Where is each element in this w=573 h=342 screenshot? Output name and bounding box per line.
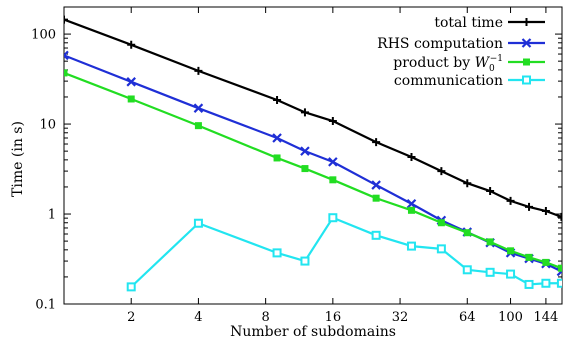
data-point: [522, 75, 531, 85]
data-point: [273, 154, 281, 162]
data-point: [556, 278, 562, 288]
data-point: [462, 265, 472, 275]
data-point: [64, 15, 68, 24]
legend-item: communication: [394, 73, 545, 89]
data-point: [485, 267, 495, 277]
data-point: [194, 122, 202, 130]
legend-label: total time: [434, 15, 503, 31]
data-point: [194, 66, 203, 75]
data-point: [300, 108, 309, 117]
legend-label: product by W0−1: [393, 54, 503, 74]
data-point: [329, 176, 337, 184]
x-tick-label: 8: [261, 310, 269, 325]
data-point: [463, 179, 472, 188]
data-point: [372, 194, 380, 202]
data-point: [507, 247, 515, 255]
data-point: [193, 218, 203, 228]
x-tick-label: 64: [459, 310, 476, 325]
data-point: [522, 18, 531, 26]
y-tick-label: 0.1: [35, 298, 56, 313]
x-tick-label: 2: [127, 310, 135, 325]
data-point: [193, 103, 204, 113]
legend-item: total time: [434, 15, 545, 31]
data-point: [328, 213, 338, 223]
x-axis-label: Number of subdomains: [230, 324, 396, 340]
data-point: [437, 219, 445, 227]
series-communication: [126, 213, 562, 292]
data-point: [525, 202, 534, 211]
legend: total time RHS computation product by W0−1…: [377, 15, 545, 89]
data-point: [273, 96, 282, 105]
series-line: [130, 216, 562, 288]
data-point: [371, 180, 381, 190]
data-point: [328, 117, 337, 126]
plot-frame: [63, 6, 563, 305]
plot-area: [63, 6, 563, 305]
series-layer: [64, 15, 562, 292]
y-tick-label: 1: [48, 208, 56, 223]
x-tick-label: 100: [498, 310, 523, 325]
data-point: [372, 138, 381, 147]
data-point: [541, 207, 550, 216]
legend-label: RHS computation: [377, 36, 503, 52]
axis-ticks: 2 4 8 16 32 64 100 144 0.1 1 10 100: [31, 6, 562, 325]
x-tick-label: 32: [392, 310, 409, 325]
data-point: [272, 248, 282, 258]
data-point: [506, 269, 516, 279]
data-point: [300, 146, 310, 156]
x-tick-label: 4: [194, 310, 202, 325]
data-point: [127, 40, 136, 49]
series-product-by-w-0-1: [64, 69, 562, 272]
y-axis-label: Time (in s): [10, 121, 26, 197]
data-point: [272, 133, 282, 143]
data-point: [542, 258, 550, 266]
legend-item: RHS computation: [377, 36, 545, 52]
data-point: [463, 229, 471, 237]
legend-item: product by W0−1: [393, 54, 545, 74]
data-point: [126, 282, 136, 292]
y-tick-label: 100: [31, 28, 56, 43]
series-total-time: [64, 15, 562, 221]
data-point: [126, 77, 136, 87]
data-point: [523, 58, 530, 66]
data-point: [437, 167, 446, 176]
data-point: [407, 153, 416, 162]
y-tick-label: 10: [39, 118, 56, 133]
data-point: [557, 212, 562, 221]
data-point: [436, 244, 446, 254]
data-point: [506, 196, 515, 205]
data-point: [64, 69, 68, 77]
data-point: [127, 95, 135, 103]
legend-label: communication: [394, 73, 503, 89]
data-point: [521, 38, 532, 48]
data-point: [406, 198, 417, 209]
data-point: [64, 50, 69, 61]
data-point: [557, 264, 562, 272]
data-point: [541, 278, 551, 288]
data-point: [300, 256, 310, 266]
data-point: [486, 238, 494, 246]
x-tick-label: 144: [533, 310, 558, 325]
data-point: [524, 279, 534, 289]
data-point: [486, 187, 495, 196]
data-point: [407, 206, 415, 214]
data-point: [406, 241, 416, 251]
data-point: [301, 165, 309, 173]
x-tick-label: 16: [325, 310, 342, 325]
data-point: [371, 230, 381, 240]
data-point: [328, 157, 338, 167]
data-point: [525, 253, 533, 261]
